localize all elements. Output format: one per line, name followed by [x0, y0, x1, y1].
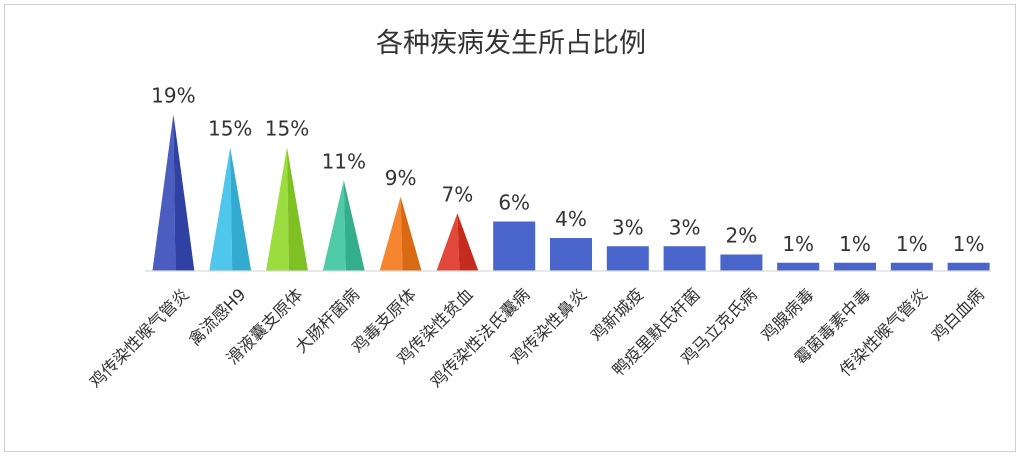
- value-labels: 19% 15% 15% 11% 9% 7% 6% 4% 3% 3% 2% 1% 1% 1% 1%: [151, 83, 984, 256]
- data-label: 15%: [208, 116, 252, 140]
- data-label: 15%: [265, 116, 309, 140]
- chart-area: 各种疾病发生所占比例 19%15% 15%11%9%7% 6%4% 3% 3% 2% 1% 1…: [86, 28, 991, 392]
- cone-mark: [209, 147, 252, 271]
- category-tick-label: 鸡白血病: [928, 285, 988, 345]
- cone-mark: [152, 114, 195, 271]
- category-labels: 鸡传染性喉气管炎禽流感H9滑液囊支原体大肠杆菌病鸡毒支原体鸡传染性贫血鸡传染性法…: [86, 285, 988, 392]
- bar-mark: [606, 246, 649, 271]
- bar-mark: [720, 254, 763, 271]
- category-tick-label: 鸡传染性法氏囊病: [427, 285, 534, 392]
- bar-mark: [493, 221, 536, 271]
- cone-mark: [379, 196, 422, 271]
- data-label: 4%: [555, 207, 587, 231]
- category-tick-label: 鸡传染性喉气管炎: [86, 285, 193, 392]
- data-label: 1%: [782, 232, 814, 256]
- data-label: 3%: [669, 215, 701, 239]
- data-label: 1%: [896, 232, 928, 256]
- bar-mark: [890, 262, 933, 271]
- data-label: 11%: [322, 149, 366, 173]
- data-label: 7%: [442, 182, 474, 206]
- bar-mark: [777, 262, 820, 271]
- cone-mark: [436, 213, 479, 271]
- cone-mark: [322, 180, 365, 271]
- data-marks: [152, 114, 990, 271]
- bar-mark: [947, 262, 990, 271]
- bar-mark: [550, 238, 592, 271]
- data-label: 1%: [839, 232, 871, 256]
- data-label: 19%: [151, 83, 195, 107]
- bar-mark: [663, 246, 706, 271]
- chart-frame: 各种疾病发生所占比例 19% 15% 15% 11% 9% 7% 6% 4% 3% 3% 2% 1% 1…: [4, 4, 1016, 452]
- data-label: 6%: [498, 191, 530, 215]
- data-label: 3%: [612, 215, 644, 239]
- data-label: 2%: [726, 224, 758, 248]
- bar-mark: [834, 262, 876, 271]
- data-label: 9%: [385, 166, 417, 190]
- chart-title: 各种疾病发生所占比例: [376, 28, 646, 59]
- data-label: 1%: [953, 232, 985, 256]
- cone-mark: [266, 147, 308, 271]
